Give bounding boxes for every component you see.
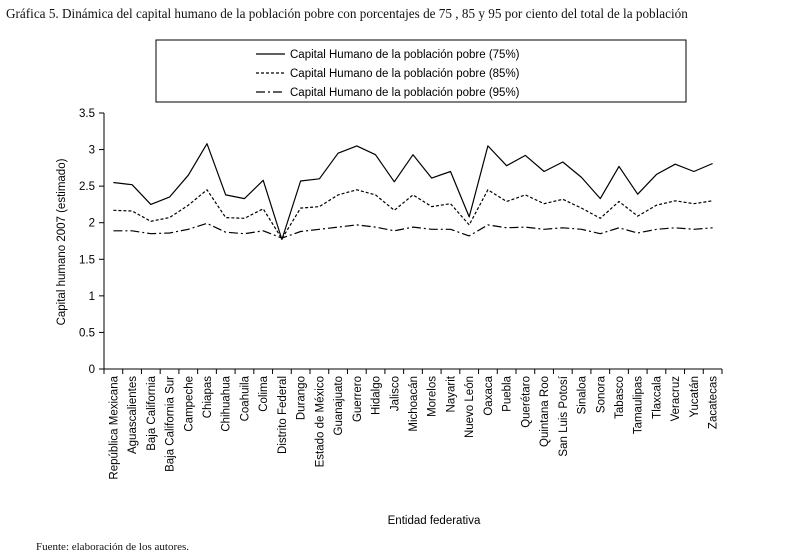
x-tick-label: Sonora — [595, 375, 607, 413]
source-note: Fuente: elaboración de los autores. — [36, 541, 190, 553]
chart-title: Gráfica 5. Dinámica del capital humano d… — [6, 6, 688, 21]
x-tick-label: Nayarit — [445, 375, 457, 412]
legend-box — [155, 39, 687, 103]
x-tick-label: Yucatán — [689, 376, 701, 418]
x-tick-label: Chihuahua — [221, 375, 233, 431]
series-line-2 — [113, 189, 713, 240]
y-tick-label: 3 — [89, 145, 95, 157]
x-tick-label: Jalisco — [389, 376, 401, 411]
y-tick-label: 0.5 — [79, 327, 95, 339]
x-tick-label: Guanajuato — [333, 376, 345, 435]
series-group — [113, 143, 713, 241]
x-tick-label: Tlaxcala — [651, 375, 663, 418]
y-tick-label: 2.5 — [79, 181, 95, 193]
x-tick-label: Durango — [296, 376, 308, 420]
legend-label-2: Capital Humano de la población pobre (85… — [290, 68, 520, 80]
x-tick-label: Chiapas — [202, 376, 214, 418]
y-tick-label: 1 — [89, 291, 95, 303]
x-tick-label: Oaxaca — [483, 375, 495, 415]
x-axis-label: Entidad federativa — [388, 515, 481, 527]
x-tick-label: Colima — [258, 375, 270, 411]
x-tick-label: Guerrero — [352, 376, 364, 422]
series-line-1 — [113, 143, 713, 241]
x-tick-label: Quintana Roo — [539, 376, 551, 447]
x-tick-label: Coahuila — [239, 375, 251, 421]
x-tick-label: San Luis Potosí — [558, 375, 570, 456]
x-tick-label: Querétaro — [520, 376, 532, 428]
y-tick-label: 1.5 — [79, 254, 95, 266]
y-tick-label: 3.5 — [79, 108, 95, 120]
x-tick-label: Sinaloa — [577, 375, 589, 414]
x-tick-label: Campeche — [183, 376, 195, 432]
x-tick-label: Puebla — [502, 375, 514, 411]
x-tick-label: Morelos — [427, 376, 439, 417]
x-tick-label: República Mexicana — [108, 375, 120, 479]
legend-label-3: Capital Humano de la población pobre (95… — [290, 87, 520, 99]
axes: 0 0.5 1 1.5 2 2.5 3 3.5 República Mexicana Aguasc… — [79, 108, 723, 480]
y-axis-label: Capital humano 2007 (estimado) — [56, 158, 68, 325]
x-tick-label: Distrito Federal — [277, 376, 289, 454]
series-line-3 — [113, 222, 713, 239]
x-tick-label: Baja California — [146, 375, 158, 450]
legend-label-1: Capital Humano de la población pobre (75… — [290, 49, 520, 61]
x-tick-label: Baja California Sur — [165, 376, 177, 472]
x-tick-label: Nuevo León — [464, 376, 476, 438]
y-tick-label: 0 — [89, 364, 95, 376]
x-tick-label: Veracruz — [670, 376, 682, 422]
x-tick-label: Michoacán — [408, 376, 420, 432]
x-tick-label: Aguascalientes — [127, 376, 139, 454]
x-tick-label: Hidalgo — [371, 376, 383, 415]
y-tick-label: 2 — [89, 218, 95, 230]
x-tick-label: Tabasco — [614, 376, 626, 419]
legend: Capital Humano de la población pobre (75… — [155, 39, 687, 103]
x-tick-label: Tamaulipas — [633, 376, 645, 434]
x-tick-label: Zacatecas — [708, 376, 720, 429]
x-tick-label: Estado de México — [314, 376, 326, 467]
